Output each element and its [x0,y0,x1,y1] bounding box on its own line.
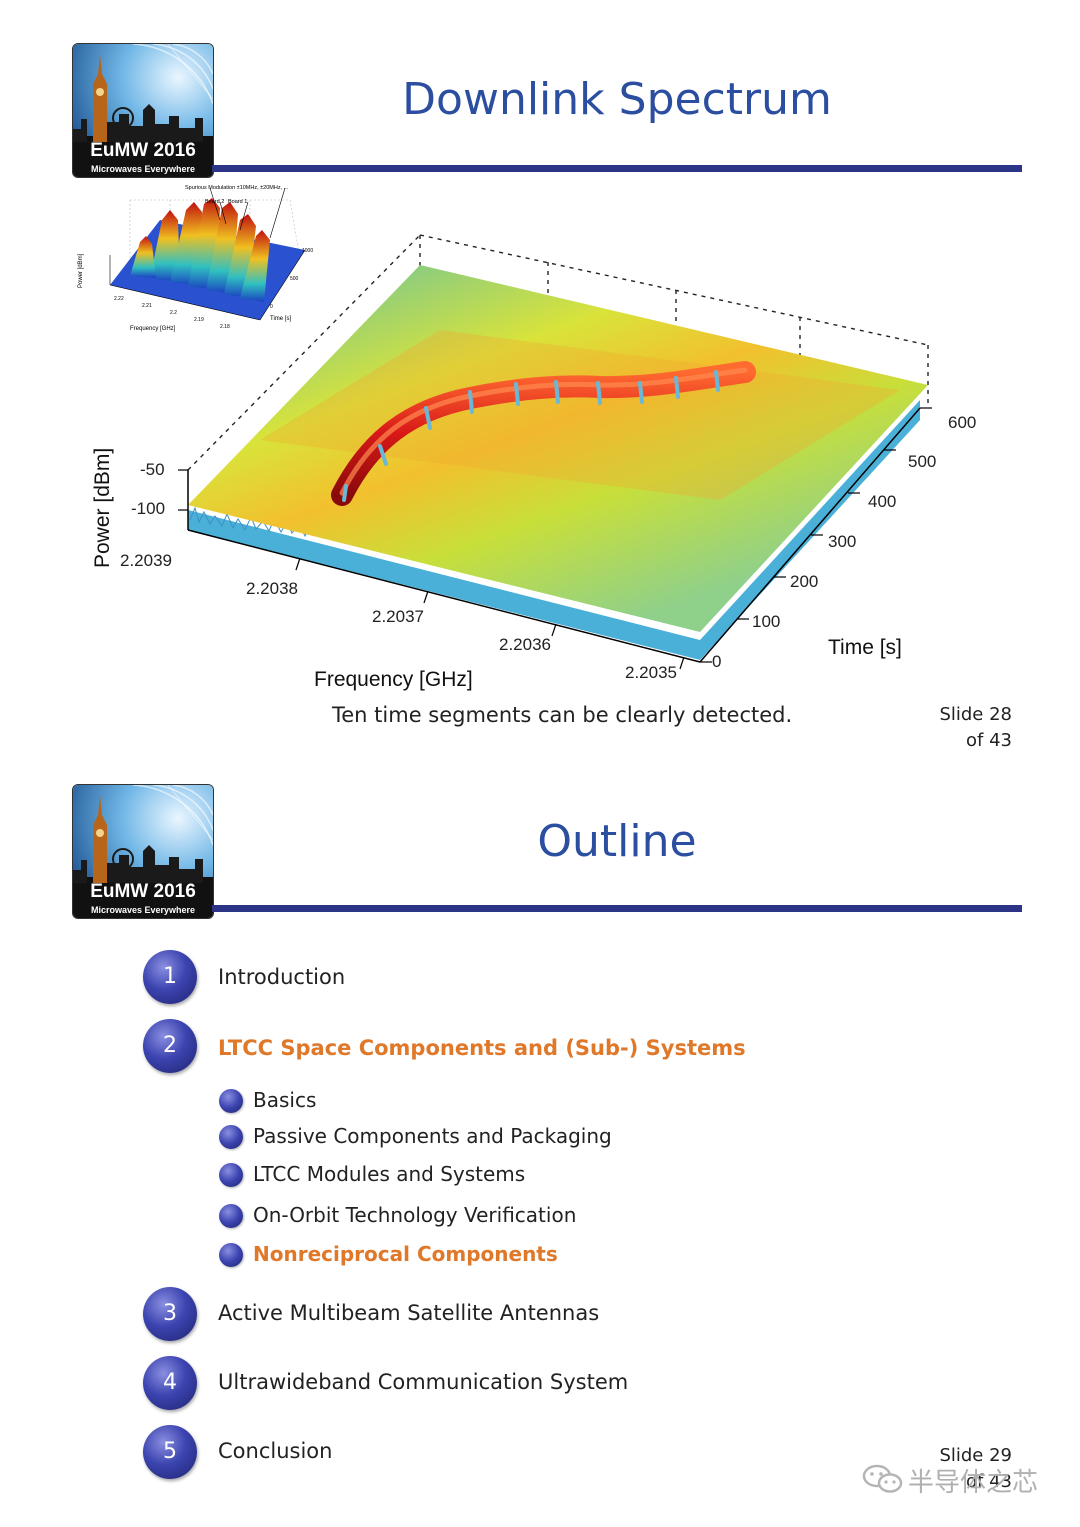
outline-number-3: 3 [143,1287,197,1341]
inset-freq-tick: 2.21 [142,303,152,309]
bullet-icon [219,1163,243,1187]
freq-tick: 2.2035 [625,663,677,682]
freq-tick: 2.2039 [120,551,172,570]
logo-title: EuMW 2016 [90,881,196,902]
inset-time-tick: 500 [290,276,299,282]
logo-title: EuMW 2016 [90,140,196,161]
outline-item-multibeam: Active Multibeam Satellite Antennas [218,1301,600,1325]
power-axis-label: Power [dBm] [91,448,114,568]
time-tick: 600 [948,413,976,432]
freq-tick: 2.2038 [246,579,298,598]
slide-29: EuMW 2016 Microwaves Everywhere Outline … [0,760,1080,1527]
time-axis-label: Time [s] [828,636,902,659]
eumw-logo: EuMW 2016 Microwaves Everywhere [72,784,214,919]
bullet-icon [219,1243,243,1267]
slide-caption: Ten time segments can be clearly detecte… [332,703,793,727]
inset-ylabel: Power [dBm] [78,253,84,288]
freq-tick: 2.2036 [499,635,551,654]
title-divider [212,165,1022,172]
inset-time-tick: 1000 [302,248,313,254]
logo-subtitle: Microwaves Everywhere [90,164,196,174]
outline-number-1: 1 [143,950,197,1004]
time-tick: 100 [752,612,780,631]
outline-subitem-modules: LTCC Modules and Systems [253,1162,526,1186]
outline-subitem-onorbit: On-Orbit Technology Verification [253,1203,577,1227]
slide-number-label: Slide 28 [939,704,1012,725]
outline-subitem-basics: Basics [253,1088,317,1112]
power-tick: -100 [131,499,165,518]
time-tick: 500 [908,452,936,471]
outline-number-2: 2 [143,1019,197,1073]
inset-time-tick: 0 [270,304,273,310]
frequency-axis-label: Frequency [GHz] [314,668,473,691]
inset-freq-tick: 2.2 [170,310,177,316]
logo-subtitle: Microwaves Everywhere [90,905,196,915]
eumw-logo: EuMW 2016 Microwaves Everywhere [72,43,214,178]
slide-total-label: of 43 [966,730,1012,751]
time-tick: 400 [868,492,896,511]
time-tick: 200 [790,572,818,591]
power-tick: -50 [140,460,165,479]
slide-title: Downlink Spectrum [402,74,832,125]
bullet-icon [219,1089,243,1113]
bullet-icon [219,1204,243,1228]
title-divider [212,905,1022,912]
inset-freq-tick: 2.19 [194,317,204,323]
outline-subitem-nonreciprocal: Nonreciprocal Components [253,1242,558,1266]
outline-item-introduction: Introduction [218,965,346,989]
time-tick: 300 [828,532,856,551]
outline-item-ltcc: LTCC Space Components and (Sub-) Systems [218,1036,746,1060]
inset-annotation-board1: Board 1 [228,199,247,205]
outline-number-5: 5 [143,1425,197,1479]
freq-tick: 2.2037 [372,607,424,626]
outline-number-4: 4 [143,1356,197,1410]
slide-total-label: of 43 [966,1471,1012,1492]
watermark-text: 半导体之芯 [908,1468,1039,1498]
inset-freq-tick: 2.22 [114,296,124,302]
spectrum-chart: 2.2039 2.2038 2.2037 2.2036 2.2035 0 100… [91,234,976,691]
slide-number: Slide 28 of 43 [902,702,1012,754]
slide-28: EuMW 2016 Microwaves Everywhere Downlink… [0,0,1080,760]
inset-annotation-board2: Board 2 [205,199,224,205]
slide-title: Outline [537,816,697,867]
inset-xlabel: Frequency [GHz] [130,326,176,332]
outline-item-uwb: Ultrawideband Communication System [218,1370,629,1394]
outline-subitem-passive: Passive Components and Packaging [253,1124,612,1148]
inset-tlabel: Time [s] [270,316,291,322]
inset-plot: Spurious Modulation ±10MHz, ±20MHz, ... … [78,185,313,332]
inset-annotation-spurious: Spurious Modulation ±10MHz, ±20MHz, ... [185,185,289,191]
wechat-icon [862,1464,903,1493]
slide-number: Slide 29 of 43 [902,1443,1012,1495]
slide-number-label: Slide 29 [939,1445,1012,1466]
outline-item-conclusion: Conclusion [218,1439,333,1463]
bullet-icon [219,1125,243,1149]
inset-freq-tick: 2.18 [220,324,230,330]
time-tick: 0 [712,652,721,671]
